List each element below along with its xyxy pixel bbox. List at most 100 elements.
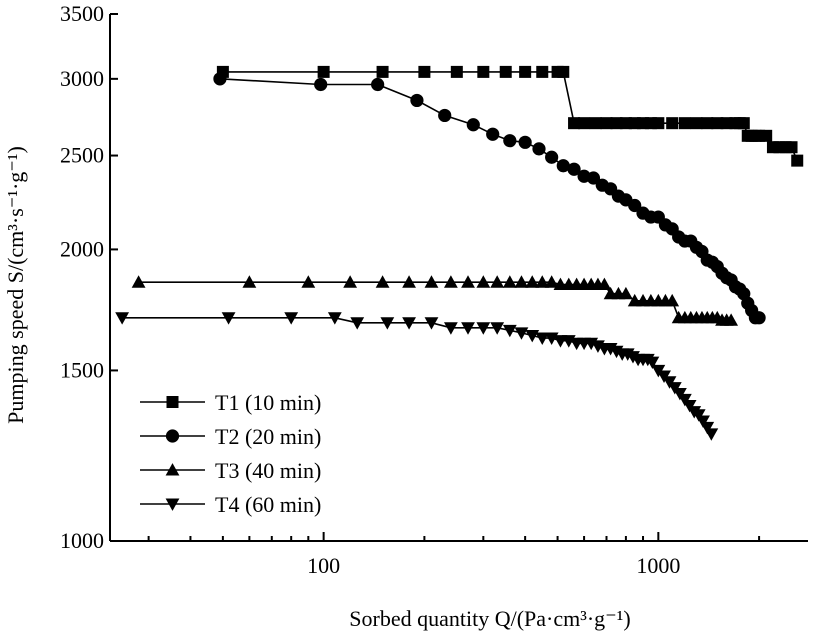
data-point bbox=[567, 162, 581, 176]
y-tick-label: 1500 bbox=[60, 357, 104, 382]
legend-item: T4 (60 min) bbox=[140, 492, 321, 517]
data-point bbox=[644, 117, 657, 130]
data-point bbox=[690, 117, 703, 130]
series-line bbox=[222, 71, 798, 161]
y-tick-label: 2500 bbox=[60, 143, 104, 168]
data-point bbox=[536, 65, 549, 78]
data-point bbox=[700, 421, 715, 435]
data-point bbox=[499, 65, 512, 78]
x-tick-label: 1000 bbox=[636, 553, 680, 578]
data-point bbox=[350, 317, 365, 330]
data-point bbox=[578, 117, 591, 130]
data-point bbox=[701, 117, 714, 130]
data-point bbox=[477, 65, 490, 78]
data-point bbox=[402, 317, 416, 330]
data-point bbox=[637, 117, 650, 130]
series-layer bbox=[115, 65, 804, 441]
data-point bbox=[785, 141, 798, 154]
data-point bbox=[586, 171, 601, 185]
legend-marker bbox=[166, 396, 179, 408]
data-point bbox=[314, 77, 328, 92]
data-point bbox=[418, 65, 431, 78]
data-point bbox=[535, 275, 550, 288]
plot-frame bbox=[109, 14, 808, 542]
y-tick-label: 1000 bbox=[60, 528, 104, 553]
data-point bbox=[115, 312, 130, 325]
legend-label: T2 (20 min) bbox=[215, 424, 321, 449]
data-point bbox=[502, 324, 517, 338]
legend-marker bbox=[165, 463, 180, 476]
data-point bbox=[666, 117, 679, 130]
data-point bbox=[376, 65, 389, 78]
data-point bbox=[514, 327, 529, 340]
data-point bbox=[343, 275, 358, 288]
data-point bbox=[317, 65, 330, 78]
data-point bbox=[371, 77, 385, 92]
legend-item: T3 (40 min) bbox=[140, 458, 321, 483]
legend-item: T1 (10 min) bbox=[140, 390, 321, 415]
data-point bbox=[545, 150, 559, 164]
data-point bbox=[525, 275, 540, 288]
data-point bbox=[380, 317, 395, 330]
legend: T1 (10 min) T2 (20 min) T3 (40 min) T4 (60 … bbox=[140, 390, 321, 517]
x-axis-label: Sorbed quantity Q/(Pa·cm³·g⁻¹) bbox=[349, 606, 630, 631]
data-point bbox=[618, 286, 633, 300]
data-point bbox=[711, 117, 724, 130]
data-point bbox=[760, 129, 773, 142]
y-tick-label: 3000 bbox=[60, 66, 104, 91]
data-point bbox=[724, 313, 739, 326]
data-point bbox=[628, 198, 642, 213]
data-point bbox=[502, 275, 517, 288]
data-point bbox=[503, 134, 517, 148]
data-point bbox=[600, 117, 613, 130]
data-point bbox=[619, 117, 632, 130]
data-point bbox=[597, 277, 612, 291]
data-point bbox=[696, 415, 710, 428]
data-point bbox=[791, 154, 804, 167]
data-point bbox=[665, 293, 680, 307]
data-point bbox=[518, 135, 532, 149]
data-point bbox=[424, 317, 439, 330]
data-point bbox=[752, 311, 766, 325]
data-point bbox=[628, 117, 641, 130]
data-point bbox=[461, 322, 475, 335]
data-point bbox=[535, 332, 550, 345]
data-point bbox=[544, 275, 559, 288]
series-3 bbox=[131, 275, 739, 326]
series-1 bbox=[216, 65, 804, 167]
data-point bbox=[327, 312, 342, 325]
y-axis-label: Pumping speed S/(cm³·s⁻¹·g⁻¹) bbox=[3, 146, 28, 424]
data-point bbox=[450, 65, 463, 78]
data-point bbox=[486, 127, 500, 141]
data-point bbox=[410, 93, 424, 108]
data-point bbox=[720, 117, 733, 130]
data-point bbox=[490, 275, 505, 288]
data-point bbox=[438, 108, 452, 123]
data-point bbox=[652, 117, 665, 130]
data-point bbox=[610, 117, 623, 130]
data-point bbox=[443, 322, 458, 335]
data-point bbox=[532, 142, 546, 156]
data-point bbox=[213, 72, 227, 86]
data-point bbox=[284, 312, 299, 325]
data-point bbox=[678, 117, 691, 130]
data-point bbox=[589, 117, 602, 130]
legend-label: T3 (40 min) bbox=[215, 458, 321, 483]
data-point bbox=[557, 65, 570, 78]
data-point bbox=[402, 275, 416, 288]
data-point bbox=[691, 409, 706, 422]
legend-label: T1 (10 min) bbox=[215, 390, 321, 415]
x-tick-label: 100 bbox=[307, 553, 340, 578]
data-point bbox=[242, 275, 257, 288]
data-point bbox=[221, 312, 236, 325]
data-point bbox=[424, 275, 439, 288]
data-point bbox=[131, 275, 146, 288]
legend-label: T4 (60 min) bbox=[215, 492, 321, 517]
data-point bbox=[466, 118, 480, 132]
data-point bbox=[476, 322, 491, 335]
series-4 bbox=[115, 312, 719, 441]
ticks-layer: 1000 1500 2000 2500 3000 3500 100 1000 bbox=[60, 1, 761, 578]
data-point bbox=[737, 117, 750, 130]
data-point bbox=[556, 159, 570, 173]
